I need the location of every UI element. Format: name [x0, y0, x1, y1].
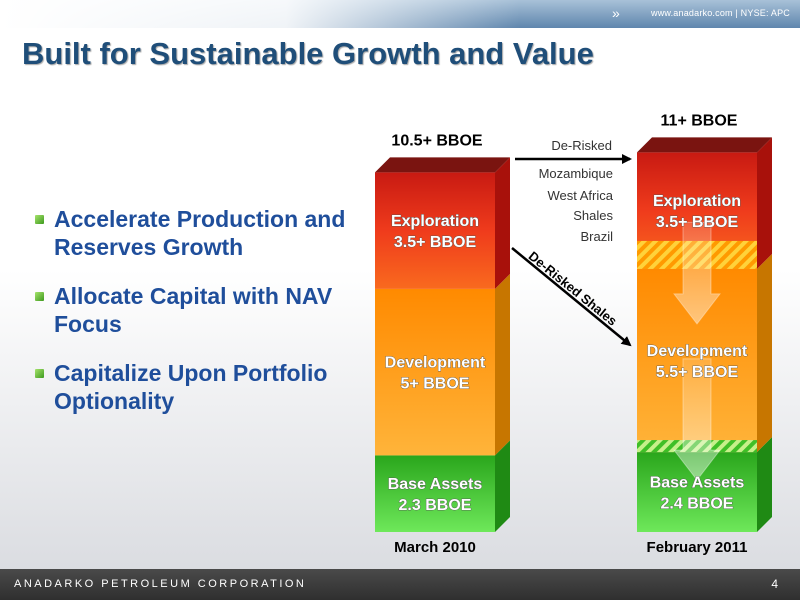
- header-bar: » www.anadarko.com | NYSE: APC: [0, 0, 800, 28]
- bullet-item: Accelerate Production and Reserves Growt…: [32, 205, 352, 261]
- development-segment-side: [495, 273, 510, 456]
- derisked-shales-arrow: [511, 247, 632, 347]
- development-to-base-arrow: [672, 358, 722, 481]
- site-link[interactable]: www.anadarko.com | NYSE: APC: [651, 8, 790, 18]
- development-segment-label: Development: [385, 355, 486, 372]
- base-assets-segment-label: Base Assets: [650, 475, 745, 492]
- chart-annotations: De-Risked Mozambique West Africa Shales …: [511, 138, 632, 347]
- exploration-segment-label: 3.5+ BBOE: [656, 214, 739, 231]
- bullet-square-icon: [35, 369, 44, 378]
- derisked-label: De-Risked: [551, 138, 612, 153]
- page-number: 4: [771, 577, 778, 591]
- bar-top: [375, 157, 510, 173]
- bar-top: [637, 137, 772, 153]
- page-title: Built for Sustainable Growth and Value: [22, 36, 594, 71]
- bullet-square-icon: [35, 292, 44, 301]
- down-arrows: [672, 221, 722, 481]
- base-assets-segment-side: [495, 440, 510, 532]
- header-fade: [0, 0, 520, 28]
- exploration-segment-side: [757, 137, 772, 269]
- bar-total-label: 11+ BBOE: [661, 112, 738, 129]
- development-segment-side: [757, 253, 772, 453]
- derisked-shales-label: De-Risked Shales: [526, 248, 620, 328]
- footer-bar: ANADARKO PETROLEUM CORPORATION 4: [0, 569, 800, 600]
- bullet-item: Capitalize Upon Portfolio Optionality: [32, 359, 352, 415]
- base-assets-segment-side: [757, 437, 772, 532]
- bullet-list: Accelerate Production and Reserves Growt…: [32, 205, 352, 436]
- exploration-segment-label: Exploration: [391, 213, 479, 230]
- exploration-segment-label: Exploration: [653, 193, 741, 210]
- exploration-segment-label: 3.5+ BBOE: [394, 234, 477, 251]
- bullet-text: Capitalize Upon Portfolio Optionality: [54, 360, 328, 414]
- development-segment-label: 5+ BBOE: [401, 376, 470, 393]
- exploration-to-development-arrow: [672, 221, 722, 325]
- derisked-item: West Africa: [547, 188, 613, 203]
- category-label: February 2011: [647, 539, 748, 556]
- base-assets-segment-label: 2.3 BBOE: [399, 497, 472, 514]
- derisked-item: Brazil: [580, 229, 613, 244]
- base-assets-segment-label: Base Assets: [388, 476, 483, 493]
- base-assets-segment: [375, 455, 495, 532]
- base-assets-segment-label: 2.4 BBOE: [661, 496, 734, 513]
- development-segment-label: Development: [647, 343, 748, 360]
- derisked-item: Mozambique: [539, 166, 613, 181]
- bullet-text: Accelerate Production and Reserves Growt…: [54, 206, 346, 260]
- company-name: ANADARKO PETROLEUM CORPORATION: [14, 578, 307, 590]
- bar-total-label: 10.5+ BBOE: [391, 132, 482, 149]
- bullet-text: Allocate Capital with NAV Focus: [54, 283, 333, 337]
- bullet-item: Allocate Capital with NAV Focus: [32, 282, 352, 338]
- double-chevron-icon: »: [612, 5, 620, 21]
- bullet-square-icon: [35, 215, 44, 224]
- derisked-item: Shales: [573, 208, 613, 223]
- development-segment-label: 5.5+ BBOE: [656, 364, 739, 381]
- exploration-segment: [375, 172, 495, 289]
- category-label: March 2010: [394, 539, 476, 556]
- development-segment: [375, 288, 495, 456]
- exploration-segment-side: [495, 157, 510, 289]
